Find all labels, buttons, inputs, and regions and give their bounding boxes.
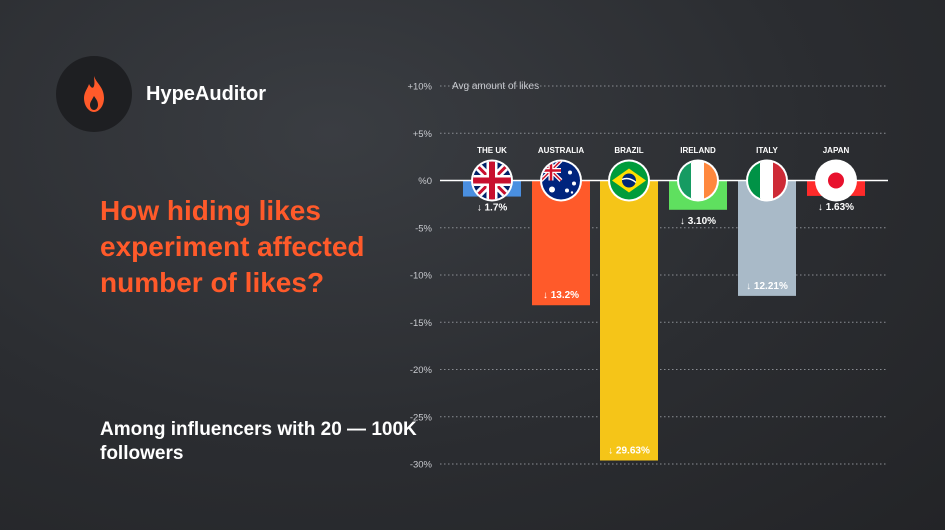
y-tick-label: -20% — [410, 365, 433, 376]
flame-logo-icon — [56, 56, 132, 132]
category-label: ITALY — [756, 146, 778, 155]
y-tick-label: -10% — [410, 271, 433, 282]
brand-name: HypeAuditor — [146, 82, 266, 105]
y-tick-label: -15% — [410, 318, 433, 329]
category-label: AUSTRALIA — [538, 146, 584, 155]
category-label: JAPAN — [823, 146, 850, 155]
category-label: BRAZIL — [614, 146, 643, 155]
brazil-flag-icon — [608, 159, 650, 202]
italy-flag-icon — [746, 159, 788, 202]
australia-flag-icon — [540, 159, 582, 202]
logo: HypeAuditor — [56, 56, 266, 132]
y-tick-label: -5% — [415, 223, 432, 234]
y-tick-label: -25% — [410, 412, 433, 423]
japan-flag-icon — [815, 159, 857, 202]
y-tick-label: +10% — [407, 82, 432, 93]
y-tick-label: +5% — [413, 129, 433, 140]
data-label: ↓ 3.10% — [680, 216, 716, 227]
subheadline: Among influencers with 20 — 100K followe… — [100, 419, 417, 464]
y-tick-label: %0 — [418, 176, 432, 187]
ireland-flag-icon — [677, 159, 719, 202]
data-label: ↓ 12.21% — [746, 281, 788, 292]
category-label: IRELAND — [680, 146, 716, 155]
y-axis-label: Avg amount of likes — [452, 81, 539, 92]
data-label: ↓ 1.63% — [818, 202, 854, 213]
bar-brazil — [600, 180, 658, 461]
category-label: THE UK — [477, 146, 507, 155]
data-label: ↓ 13.2% — [543, 290, 579, 301]
data-label: ↓ 29.63% — [608, 446, 650, 457]
y-tick-label: -30% — [410, 460, 433, 471]
data-label: ↓ 1.7% — [477, 203, 508, 214]
uk-flag-icon — [471, 159, 513, 202]
headline: How hiding likes experiment affected num… — [100, 195, 365, 298]
